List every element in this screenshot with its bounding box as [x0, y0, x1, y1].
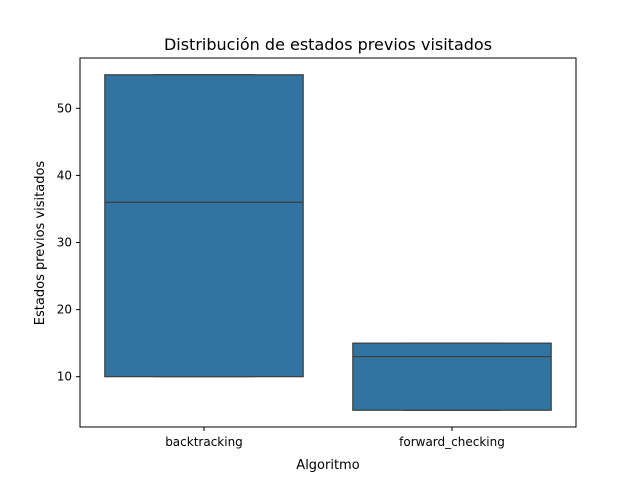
y-axis-label: Estados previos visitados [33, 161, 48, 326]
box-forward_checking [352, 342, 552, 411]
plot-area [104, 74, 552, 411]
x-axis-label: Algoritmo [296, 458, 359, 473]
x-tick-label: forward_checking [399, 435, 505, 449]
x-tick-label: backtracking [165, 435, 243, 449]
box-backtracking [104, 74, 304, 378]
y-tick-label: 10 [57, 370, 72, 384]
y-tick-label: 40 [57, 168, 72, 182]
chart-title: Distribución de estados previos visitado… [164, 35, 492, 54]
y-tick-label: 20 [57, 303, 72, 317]
y-tick-label: 30 [57, 236, 72, 250]
plot-frame [79, 57, 577, 428]
y-axis: 10 20 30 40 50 [57, 101, 80, 384]
x-axis: backtracking forward_checking [165, 427, 505, 449]
y-tick-label: 50 [57, 101, 72, 115]
